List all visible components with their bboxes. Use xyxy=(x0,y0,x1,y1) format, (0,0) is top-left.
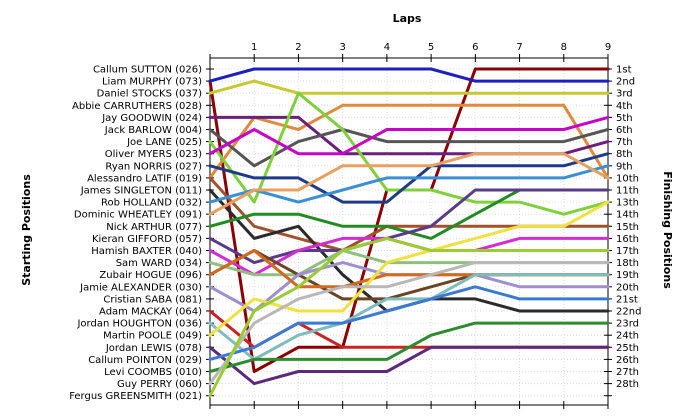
finishing-position-label: 18th xyxy=(616,258,639,269)
finishing-position-label: 20th xyxy=(616,282,639,293)
x-tick-label: 6 xyxy=(472,42,478,53)
starting-driver-label: Guy PERRY (060) xyxy=(117,379,202,390)
finishing-position-label: 4th xyxy=(616,101,633,112)
x-tick-label: 9 xyxy=(605,42,611,53)
driver-position-line xyxy=(208,103,610,180)
starting-driver-label: Nick ARTHUR (077) xyxy=(106,222,202,233)
finishing-position-label: 25th xyxy=(616,343,639,354)
starting-driver-label: Liam MURPHY (073) xyxy=(102,77,202,88)
starting-driver-label: Dominic WHEATLEY (091) xyxy=(74,210,202,221)
starting-driver-label: Ryan NORRIS (027) xyxy=(105,161,202,172)
x-tick-label: 3 xyxy=(339,42,345,53)
starting-driver-label: Callum SUTTON (026) xyxy=(93,65,202,76)
driver-position-line xyxy=(208,236,610,398)
finishing-position-label: 10th xyxy=(616,173,639,184)
starting-driver-label: Callum POINTON (029) xyxy=(88,355,202,366)
driver-position-line xyxy=(208,188,610,265)
starting-driver-label: Alessandro LATIF (019) xyxy=(87,173,202,184)
driver-position-line xyxy=(208,200,610,337)
finishing-position-label: 16th xyxy=(616,234,639,245)
starting-driver-label: Jordan HOUGHTON (036) xyxy=(76,319,202,330)
driver-position-line xyxy=(208,152,610,216)
driver-position-line xyxy=(208,67,610,373)
starting-driver-label: Abbie CARRUTHERS (028) xyxy=(72,101,202,112)
x-tick-label: 1 xyxy=(251,42,257,53)
driver-position-line xyxy=(208,152,610,204)
x-tick-label: 7 xyxy=(516,42,522,53)
starting-driver-label: Hamish BAXTER (040) xyxy=(91,246,202,257)
finishing-position-label: 28th xyxy=(616,379,639,390)
chart-title: Laps xyxy=(393,12,422,25)
finishing-position-label: 14th xyxy=(616,210,639,221)
starting-driver-label: Zubair HOGUE (096) xyxy=(99,270,202,281)
finishing-position-label: 11th xyxy=(616,186,639,197)
finishing-position-label: 8th xyxy=(616,149,633,160)
starting-driver-label: Kieran GIFFORD (057) xyxy=(92,234,202,245)
starting-position-labels: Callum SUTTON (026)Liam MURPHY (073)Dani… xyxy=(69,65,202,403)
series-lines xyxy=(208,67,610,398)
finishing-position-label: 7th xyxy=(616,137,633,148)
finishing-position-label: 22nd xyxy=(616,307,641,318)
starting-driver-label: Joe LANE (025) xyxy=(126,137,202,148)
starting-driver-label: Jordan LEWIS (078) xyxy=(105,343,202,354)
x-tick-label: 8 xyxy=(561,42,567,53)
starting-driver-label: Jack BARLOW (004) xyxy=(104,125,202,136)
finishing-position-label: 17th xyxy=(616,246,639,257)
finishing-position-label: 5th xyxy=(616,113,633,124)
starting-driver-label: Sam WARD (034) xyxy=(116,258,202,269)
y-axis-label-right: Finishing Positions xyxy=(661,171,674,289)
x-tick-label: 4 xyxy=(384,42,390,53)
driver-position-line xyxy=(208,321,610,373)
starting-driver-label: Cristian SABA (081) xyxy=(103,294,202,305)
driver-position-line xyxy=(208,79,610,95)
starting-driver-label: Oliver MYERS (023) xyxy=(105,149,202,160)
starting-driver-label: Martin POOLE (049) xyxy=(103,331,202,342)
finishing-position-label: 27th xyxy=(616,367,639,378)
finishing-position-label: 21st xyxy=(616,294,638,305)
x-tick-label: 5 xyxy=(428,42,434,53)
driver-position-line xyxy=(208,309,610,349)
starting-driver-label: Jay GOODWIN (024) xyxy=(101,113,202,124)
x-tick-label: 2 xyxy=(295,42,301,53)
finishing-position-label: 3rd xyxy=(616,89,633,100)
starting-driver-label: Levi COOMBS (010) xyxy=(104,367,202,378)
driver-position-line xyxy=(208,164,610,204)
driver-position-line xyxy=(208,345,610,386)
finishing-position-label: 9th xyxy=(616,161,633,172)
finishing-position-label: 26th xyxy=(616,355,639,366)
finishing-position-label: 1st xyxy=(616,65,632,76)
driver-position-line xyxy=(208,261,610,386)
driver-position-line xyxy=(208,128,610,168)
finishing-position-label: 2nd xyxy=(616,77,635,88)
finishing-position-label: 24th xyxy=(616,331,639,342)
starting-driver-label: James SINGLETON (011) xyxy=(80,186,202,197)
starting-driver-label: Daniel STOCKS (037) xyxy=(97,89,202,100)
y-axis-label-left: Starting Positions xyxy=(20,174,33,286)
driver-position-line xyxy=(208,67,610,83)
starting-driver-label: Rob HOLLAND (032) xyxy=(101,198,202,209)
driver-position-line xyxy=(208,285,610,361)
driver-position-line xyxy=(208,273,610,361)
starting-driver-label: Jamie ALEXANDER (030) xyxy=(79,282,202,293)
driver-position-line xyxy=(208,91,610,216)
finishing-position-labels: 1st2nd3rd4th5th6th7th8th9th10th11th13th1… xyxy=(616,65,641,391)
finishing-position-label: 6th xyxy=(616,125,633,136)
driver-position-line xyxy=(208,115,610,156)
finishing-position-label: 15th xyxy=(616,222,639,233)
x-tick-labels: 1 2 3 4 5 6 7 8 9 xyxy=(251,42,611,53)
finishing-position-label: 19th xyxy=(616,270,639,281)
starting-driver-label: Adam MACKAY (064) xyxy=(99,307,202,318)
starting-driver-label: Fergus GREENSMITH (021) xyxy=(69,391,202,402)
finishing-position-label: 13th xyxy=(616,198,639,209)
finishing-position-label: 23rd xyxy=(616,319,639,330)
